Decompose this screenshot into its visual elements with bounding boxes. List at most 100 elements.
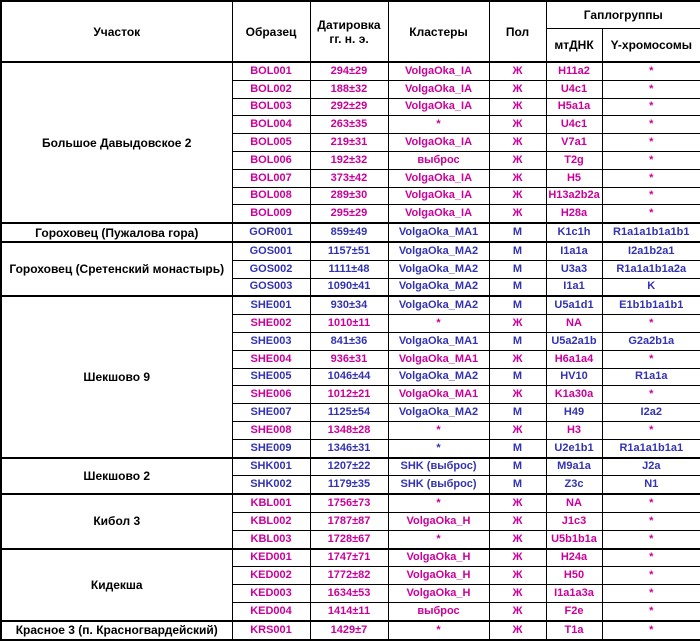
y-haplogroup-cell: * <box>601 584 700 603</box>
dating-cell: 289±30 <box>309 186 389 206</box>
dating-cell: 1414±11 <box>309 601 389 622</box>
mtdna-cell: T2g <box>545 150 603 170</box>
sample-cell: GOS001 <box>231 240 311 261</box>
table-row: Кибол 3 KBL001 1756±73 * Ж NA * <box>0 493 700 550</box>
y-haplogroup-cell: * <box>601 566 700 586</box>
site-cell: Шекшово 9 <box>0 295 233 459</box>
table-row: Большое Давыдовское 2 BOL001 294±29 VolgaOk… <box>0 60 700 224</box>
cluster-cell: VolgaOka_IA <box>387 186 490 206</box>
sample-cell: BOL001 <box>231 60 311 81</box>
sex-cell: Ж <box>488 115 547 135</box>
table-row: BOL002 188±32 VolgaOka_IA Ж U4c1 * <box>1 79 700 99</box>
dating-cell: 1179±35 <box>309 475 389 495</box>
y-haplogroup-cell: * <box>601 529 700 550</box>
dating-cell: 188±32 <box>309 79 389 99</box>
cluster-cell: VolgaOka_H <box>387 547 490 568</box>
table-row: BOL007 373±42 VolgaOka_IA Ж H5 * <box>1 168 700 188</box>
mtdna-cell: I1a1a <box>545 240 603 261</box>
sample-cell: KBL003 <box>231 529 311 550</box>
mtdna-cell: H5a1a <box>545 97 603 117</box>
mtdna-cell: J1c3 <box>545 511 603 531</box>
sex-cell: Ж <box>488 60 547 81</box>
sample-cell: SHE003 <box>231 331 311 351</box>
sex-cell: М <box>488 403 547 422</box>
site-cell: Кибол 3 <box>0 493 233 550</box>
table-row: BOL003 292±29 VolgaOka_IA Ж H5a1a * <box>1 97 700 117</box>
sample-cell: SHE009 <box>231 438 311 459</box>
sex-cell: М <box>488 367 547 387</box>
header-site: Участок <box>0 0 233 63</box>
sex-cell: М <box>488 277 547 297</box>
table-row: Гороховец (Сретенский монастырь) GOS001 11… <box>0 240 700 297</box>
y-haplogroup-cell: * <box>601 60 700 81</box>
header-clusters: Кластеры <box>387 0 490 63</box>
mtdna-cell: NA <box>545 314 603 333</box>
site-cell: Большое Давыдовское 2 <box>0 60 233 224</box>
table-row: KBL002 1787±87 VolgaOka_H Ж J1c3 * <box>1 511 700 531</box>
dating-cell: 1125±54 <box>309 403 389 422</box>
sample-cell: KED001 <box>231 547 311 568</box>
mtdna-cell: U5a2a1b <box>545 331 603 351</box>
y-haplogroup-cell: * <box>601 79 700 99</box>
header-sex: Пол <box>488 0 547 63</box>
table-row: Кидекша KED001 1747±71 VolgaOka_H Ж H24a * <box>0 547 700 622</box>
sample-cell: KBL002 <box>231 511 311 531</box>
y-haplogroup-cell: R1a1a1b1a1 <box>601 438 700 459</box>
sample-cell: BOL007 <box>231 168 311 188</box>
sex-cell: Ж <box>488 79 547 99</box>
mtdna-cell: NA <box>545 493 603 513</box>
table-body: Большое Давыдовское 2 BOL001 294±29 VolgaOk… <box>0 60 700 640</box>
table-row: SHE009 1346±31 * М U2e1b1 R1a1a1b1a1 <box>1 438 700 459</box>
header-haplogroups: Гаплогруппы <box>545 0 700 29</box>
table-row: KBL003 1728±67 * Ж U5b1b1a * <box>1 529 700 550</box>
dating-cell: 373±42 <box>309 168 389 188</box>
y-haplogroup-cell: * <box>601 204 700 224</box>
sex-cell: Ж <box>488 349 547 369</box>
dating-cell: 936±31 <box>309 349 389 369</box>
dating-cell: 1728±67 <box>309 529 389 550</box>
sex-cell: М <box>488 240 547 261</box>
sample-cell: BOL008 <box>231 186 311 206</box>
sample-cell: BOL004 <box>231 115 311 135</box>
mtdna-cell: T1a <box>545 619 603 640</box>
cluster-cell: VolgaOka_MA2 <box>387 240 490 261</box>
site-cell: Гороховец (Сретенский монастырь) <box>0 240 233 297</box>
cluster-cell: VolgaOka_MA2 <box>387 259 490 279</box>
sex-cell: Ж <box>488 493 547 513</box>
site-cell: Красное 3 (п. Красногвардейский) <box>0 619 233 640</box>
mtdna-cell: H28a <box>545 204 603 224</box>
dating-cell: 219±31 <box>309 133 389 152</box>
dating-cell: 294±29 <box>309 60 389 81</box>
table-header: Участок Образец Датировка гг. н. э. Клас… <box>0 0 700 63</box>
cluster-cell: * <box>387 529 490 550</box>
cluster-cell: VolgaOka_MA1 <box>387 331 490 351</box>
sample-cell: KRS001 <box>231 619 311 640</box>
sex-cell: Ж <box>488 133 547 152</box>
sex-cell: Ж <box>488 186 547 206</box>
sex-cell: Ж <box>488 547 547 568</box>
y-haplogroup-cell: R1a1a1b1a2a <box>601 259 700 279</box>
cluster-cell: VolgaOka_MA2 <box>387 403 490 422</box>
y-haplogroup-cell: * <box>601 493 700 513</box>
sample-cell: SHE007 <box>231 403 311 422</box>
cluster-cell: * <box>387 314 490 333</box>
y-haplogroup-cell: * <box>601 314 700 333</box>
sex-cell: Ж <box>488 314 547 333</box>
dating-cell: 1346±31 <box>309 438 389 459</box>
dating-cell: 1429±7 <box>309 619 389 640</box>
dating-cell: 841±36 <box>309 331 389 351</box>
header-sample: Образец <box>231 0 311 63</box>
cluster-cell: VolgaOka_IA <box>387 97 490 117</box>
mtdna-cell: U4c1 <box>545 79 603 99</box>
cluster-cell: VolgaOka_IA <box>387 204 490 224</box>
table-row: BOL008 289±30 VolgaOka_IA Ж H13a2b2a * <box>1 186 700 206</box>
dating-cell: 1207±22 <box>309 456 389 477</box>
sample-cell: SHK001 <box>231 456 311 477</box>
cluster-cell: SHK (выброс) <box>387 475 490 495</box>
cluster-cell: VolgaOka_IA <box>387 60 490 81</box>
sex-cell: Ж <box>488 584 547 603</box>
y-haplogroup-cell: * <box>601 420 700 440</box>
table-row: Шекшово 9 SHE001 930±34 VolgaOka_MA2 М U5a1d1… <box>0 295 700 459</box>
y-haplogroup-cell: J2a <box>601 456 700 477</box>
sample-cell: SHE006 <box>231 385 311 405</box>
